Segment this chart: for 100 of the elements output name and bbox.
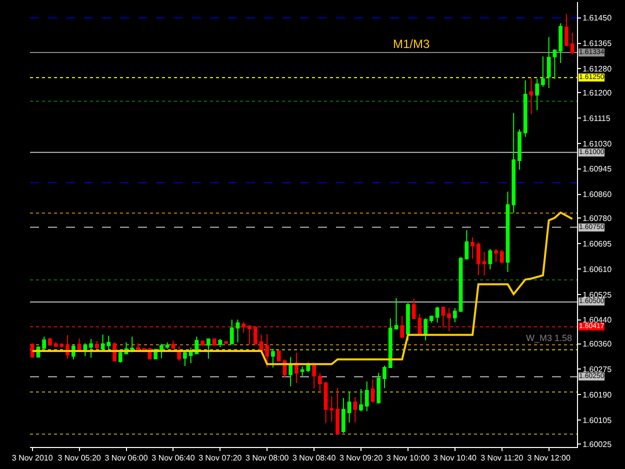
candlestick (529, 77, 534, 115)
candlestick (171, 340, 176, 350)
candlestick (200, 340, 204, 346)
x-tick-label: 3 Nov 07:20 (198, 454, 242, 463)
candlestick (406, 302, 410, 342)
candlestick (94, 340, 99, 350)
y-tick-label: 1.60945 (582, 164, 612, 174)
candlestick (136, 342, 140, 352)
candlestick (330, 396, 334, 422)
candlestick (183, 350, 187, 366)
candlestick (412, 298, 416, 320)
candlestick (118, 349, 122, 364)
candlestick (30, 342, 34, 358)
x-tick-label: 3 Nov 10:40 (433, 454, 478, 463)
candlestick (100, 334, 105, 350)
candlestick (558, 22, 562, 64)
candlestick (518, 128, 522, 170)
candlestick (259, 334, 264, 352)
y-tick-label: 1.61280 (582, 64, 612, 74)
candlestick (482, 251, 486, 276)
candlestick (535, 78, 540, 110)
y-tick-label: 1.60610 (582, 264, 612, 274)
candlestick (42, 336, 46, 350)
candlestick (276, 350, 281, 362)
x-tick-label: 3 Nov 10:00 (386, 454, 430, 463)
candlestick (506, 191, 510, 273)
candlestick (570, 32, 574, 55)
y-tick-label: 1.60360 (582, 340, 612, 349)
candlestick (236, 319, 240, 343)
candlestick (54, 342, 58, 348)
candlestick (336, 388, 340, 435)
candlestick (206, 338, 210, 360)
annotation: W_M3 1.58 (526, 333, 572, 343)
candlestick (546, 36, 551, 88)
candlestick (300, 366, 304, 376)
x-tick-label: 3 Nov 06:00 (104, 454, 148, 463)
candlestick (452, 307, 457, 323)
candlestick (494, 248, 498, 263)
candlestick (347, 392, 352, 423)
y-tick-label: 1.61365 (582, 39, 612, 48)
x-tick-label: 3 Nov 05:20 (58, 454, 102, 463)
candlestick (288, 356, 293, 387)
y-tick-label: 1.60025 (582, 440, 612, 449)
candlestick (224, 340, 228, 344)
candlestick (370, 378, 375, 404)
candlestick (523, 80, 528, 138)
candlestick (470, 236, 474, 260)
candlestick (265, 333, 270, 368)
candlestick (318, 372, 322, 394)
candlestick (476, 242, 480, 276)
y-tick-label: 1.60190 (582, 390, 612, 400)
candlestick (488, 248, 492, 270)
annotation: M1/M3 (393, 37, 430, 51)
x-tick-label: 3 Nov 12:00 (527, 454, 571, 463)
candlestick (435, 306, 440, 324)
x-tick-label: 3 Nov 09:20 (339, 454, 384, 463)
candlestick (324, 381, 328, 424)
candlestick (230, 319, 234, 345)
candlestick (312, 362, 316, 389)
candlestick (83, 342, 88, 357)
candlestick (77, 338, 82, 351)
candlestick (177, 346, 182, 362)
candlestick (218, 338, 222, 348)
candlestick (458, 256, 463, 312)
y-tick-label: 1.60275 (582, 365, 612, 374)
x-tick-label: 3 Nov 06:40 (152, 454, 196, 463)
y-tick-label: 1.60695 (582, 239, 612, 248)
candlestick (359, 388, 363, 412)
y-tick-label: 1.60525 (582, 290, 612, 300)
candlestick (552, 48, 557, 80)
line-series (31, 212, 574, 366)
y-tick-label: 1.60105 (582, 416, 612, 425)
candlestick (564, 13, 568, 48)
x-tick-label: 3 Nov 08:00 (246, 454, 290, 463)
candlestick (48, 337, 52, 346)
y-tick-label: 1.60780 (582, 214, 612, 224)
candlestick (353, 396, 358, 423)
candlestick (388, 318, 392, 369)
y-tick-label: 1.61030 (582, 139, 612, 148)
x-tick-label: 3 Nov 11:20 (480, 454, 524, 463)
y-tick-label: 1.61200 (582, 88, 612, 98)
candlestick (382, 365, 386, 389)
candlestick (364, 381, 369, 412)
candlestick (376, 372, 381, 404)
candlestick (464, 230, 469, 260)
candlestick (160, 343, 164, 359)
candlestick (89, 338, 93, 358)
candlestick (500, 249, 504, 264)
y-tick-label: 1.61450 (582, 14, 612, 23)
candlestick (512, 112, 516, 214)
candlestick (541, 56, 545, 88)
candlestick (271, 348, 275, 368)
candlestick (341, 397, 346, 434)
candlestick (106, 335, 111, 350)
x-tick-label: 3 Nov 2010 (12, 454, 54, 463)
candlestick (430, 316, 434, 324)
candlestick (424, 318, 428, 342)
candlestick (165, 342, 170, 350)
candlestick (394, 298, 398, 330)
x-tick-label: 3 Nov 08:40 (292, 454, 336, 463)
